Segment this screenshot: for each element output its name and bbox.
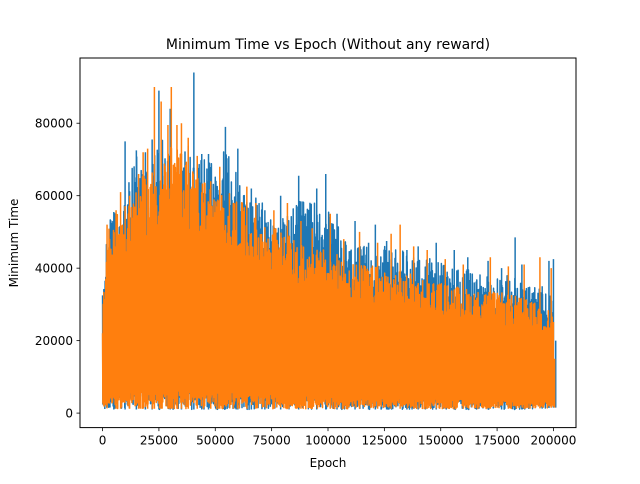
y-axis-ticks: 0 20000 40000 60000 80000 [35, 117, 80, 421]
x-tick-label: 175000 [474, 434, 520, 448]
x-tick-label: 25000 [140, 434, 178, 448]
chart-title: Minimum Time vs Epoch (Without any rewar… [166, 37, 490, 53]
plot-area [101, 72, 557, 411]
y-tick-label: 20000 [35, 334, 73, 348]
x-axis-ticks: 0 25000 50000 75000 100000 125000 150000 175000… [99, 427, 577, 448]
x-tick-label: 200000 [531, 434, 577, 448]
y-tick-label: 0 [65, 407, 73, 421]
x-tick-label: 100000 [305, 434, 351, 448]
x-tick-label: 0 [99, 434, 107, 448]
y-tick-label: 80000 [35, 117, 73, 131]
x-tick-label: 150000 [418, 434, 464, 448]
y-tick-label: 60000 [35, 189, 73, 203]
x-tick-label: 125000 [361, 434, 407, 448]
x-tick-label: 75000 [253, 434, 291, 448]
series-line-2 [101, 86, 556, 410]
x-axis-label: Epoch [310, 456, 347, 470]
x-tick-label: 50000 [196, 434, 234, 448]
y-axis-label: Minimum Time [7, 199, 21, 288]
y-tick-label: 40000 [35, 262, 73, 276]
